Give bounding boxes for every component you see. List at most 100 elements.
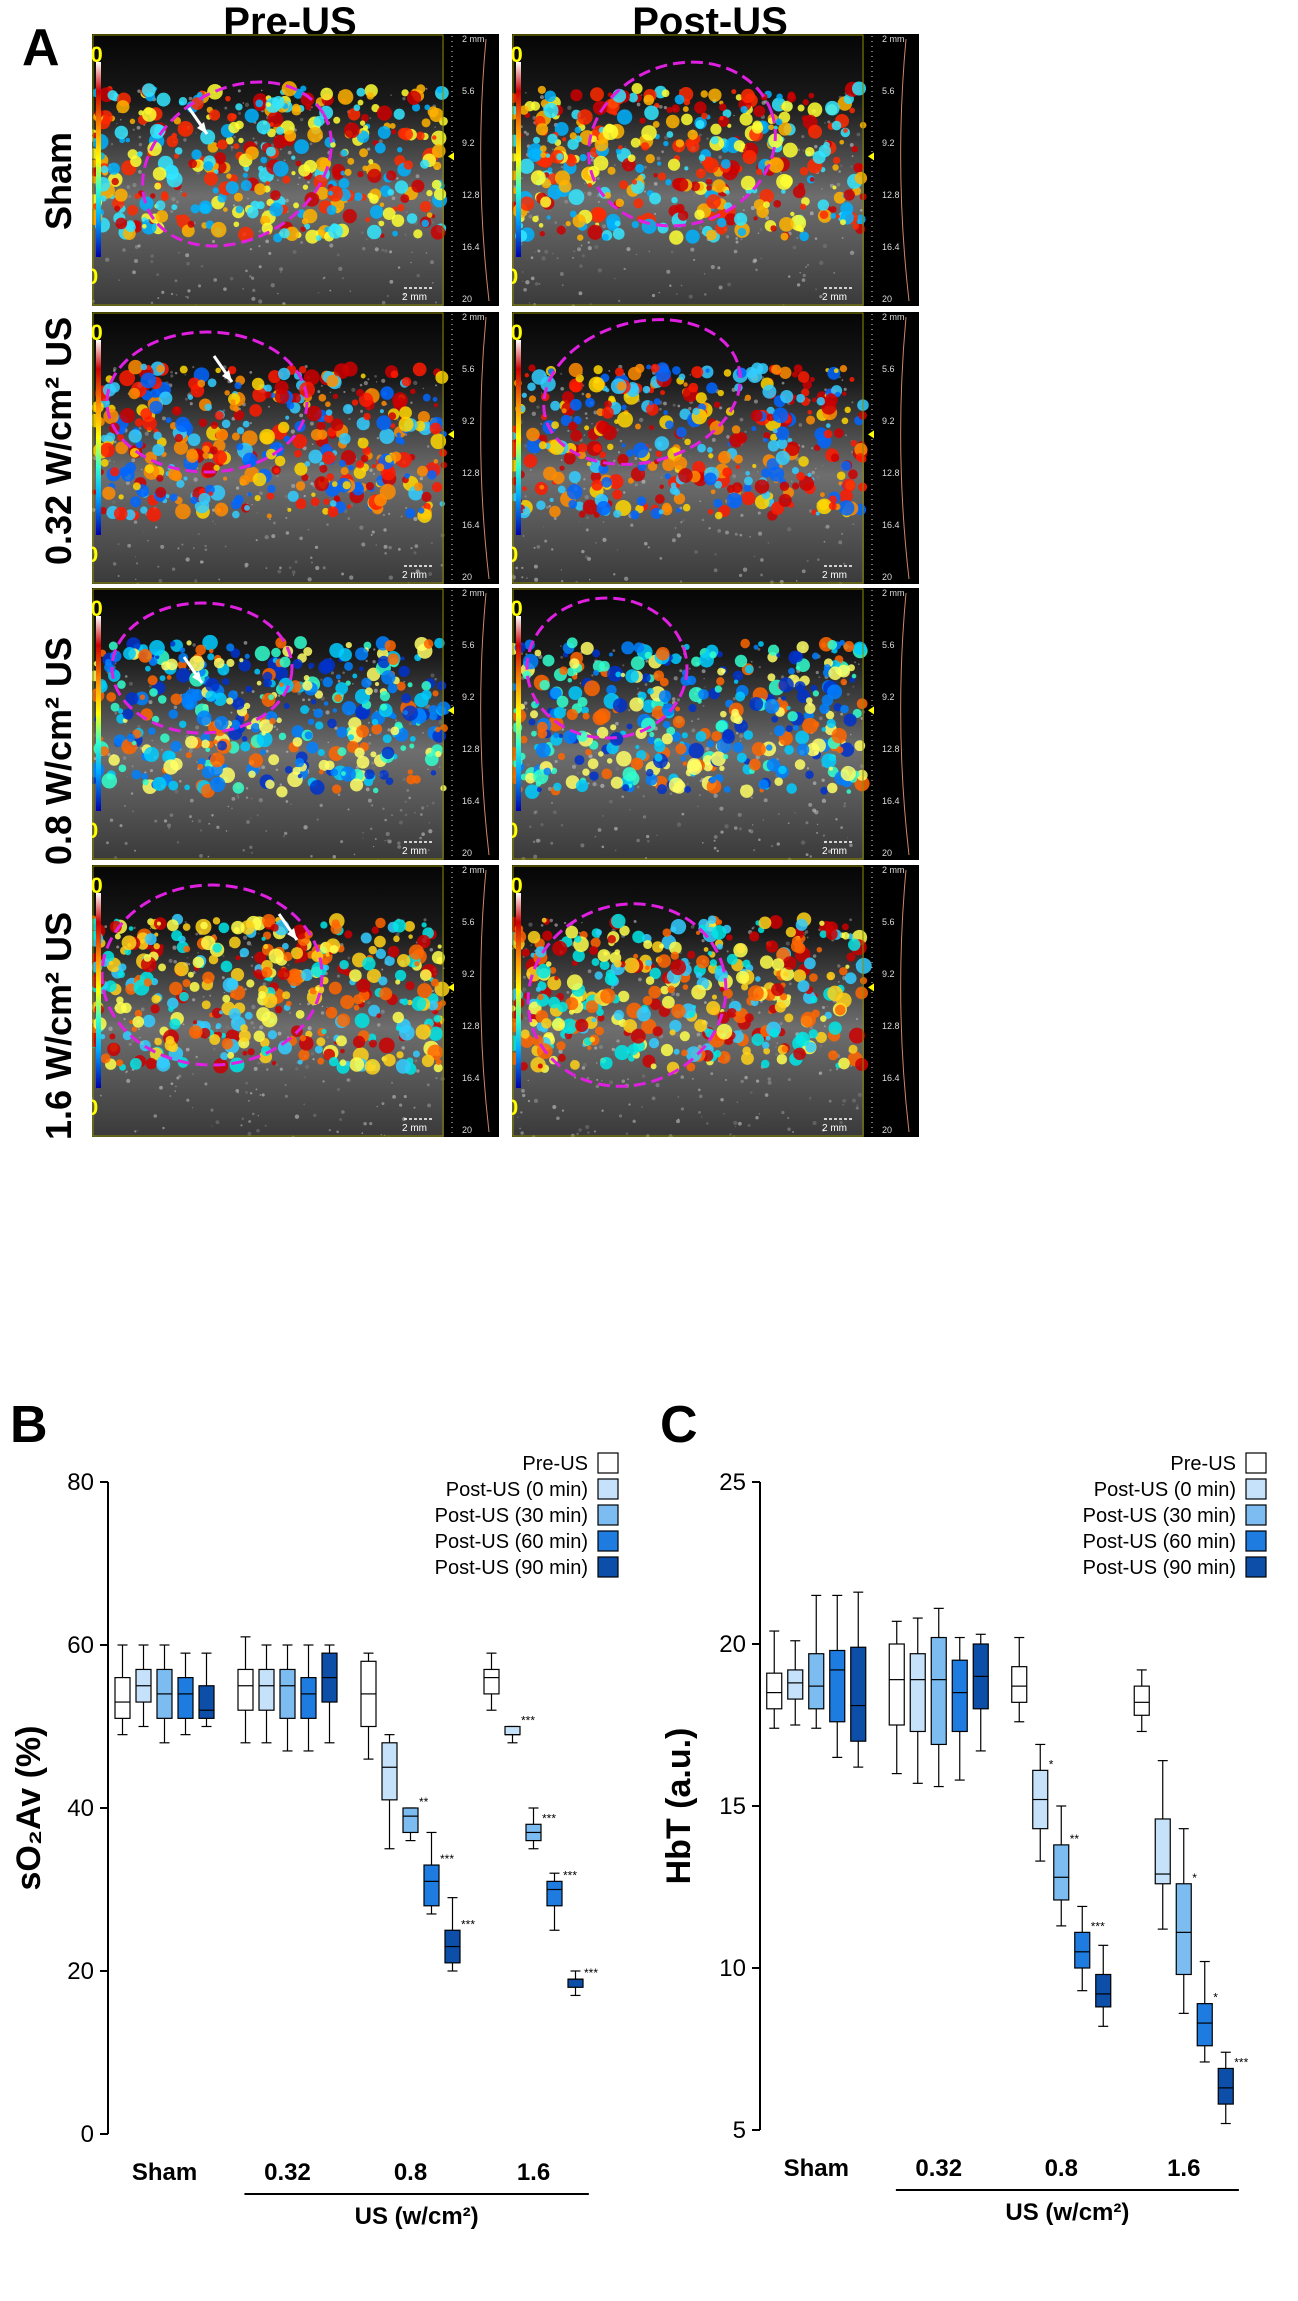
legend-label: Pre-US bbox=[522, 1453, 588, 1475]
depth-tick: 9.2 bbox=[882, 969, 895, 979]
depth-tick: 12.8 bbox=[882, 468, 900, 478]
legend-label: Post-US (30 min) bbox=[1083, 1505, 1236, 1527]
box bbox=[237, 1668, 254, 1711]
box bbox=[1074, 1931, 1091, 1969]
y-tick-label: 20 bbox=[719, 1631, 746, 1658]
y-tick-label: 5 bbox=[733, 2117, 746, 2144]
depth-tick: 20 bbox=[882, 848, 892, 858]
panel-c-label: C bbox=[660, 1396, 698, 1454]
group-label: 1.6 bbox=[1167, 2155, 1200, 2182]
box bbox=[909, 1653, 926, 1733]
legend-label: Post-US (0 min) bbox=[1094, 1479, 1236, 1501]
legend-swatch bbox=[1245, 1452, 1267, 1474]
x-axis-label: US (w/cm²) bbox=[1005, 2199, 1129, 2226]
us-image-16-pre: 100 0 2 mm 5.6 9.2 12.8 16.4 20 2 mm bbox=[92, 865, 499, 1137]
depth-tick: 12.8 bbox=[882, 1021, 900, 1031]
significance-label: *** bbox=[584, 1966, 598, 1980]
y-tick-label: 60 bbox=[67, 1632, 94, 1659]
depth-tick: 16.4 bbox=[462, 1073, 480, 1083]
row-label-sham: Sham bbox=[38, 131, 79, 230]
us-image-08-post: 100 0 2 mm 5.6 9.2 12.8 16.4 20 2 mm bbox=[512, 588, 919, 860]
depth-tick: 16.4 bbox=[462, 242, 480, 252]
depth-tick: 2 mm bbox=[462, 312, 485, 322]
box bbox=[829, 1649, 846, 1723]
us-image-032-pre: 100 0 2 mm 5.6 9.2 12.8 16.4 20 2 mm bbox=[92, 312, 499, 584]
depth-tick: 12.8 bbox=[462, 468, 480, 478]
x-axis-label: US (w/cm²) bbox=[355, 2203, 479, 2230]
depth-tick: 2 mm bbox=[882, 312, 905, 322]
depth-tick: 12.8 bbox=[882, 744, 900, 754]
row-label-032: 0.32 W/cm² US bbox=[38, 316, 79, 565]
colorbar-max-label: 100 bbox=[92, 320, 103, 345]
depth-tick: 2 mm bbox=[882, 34, 905, 44]
y-axis-label: HbT (a.u.) bbox=[660, 1728, 698, 1885]
legend-swatch bbox=[597, 1452, 619, 1474]
us-image-sham-pre: 100 0 2 mm 5.6 9.2 12.8 16.4 20 2 mm bbox=[92, 34, 499, 306]
depth-tick: 20 bbox=[462, 848, 472, 858]
scale-bar-label: 2 mm bbox=[402, 292, 427, 303]
box bbox=[888, 1643, 905, 1726]
colorbar-min-label: 0 bbox=[92, 264, 98, 289]
colorbar-max-label: 100 bbox=[92, 596, 103, 621]
box bbox=[1217, 2067, 1234, 2105]
chart-c: 5 10 15 20 25 HbT (a.u.) Sham 0.32 * ** *** 0.8 * * **… bbox=[650, 1390, 1295, 2295]
depth-tick: 5.6 bbox=[462, 364, 475, 374]
box bbox=[423, 1864, 440, 1907]
y-axis-label: sO₂Av (%) bbox=[10, 1726, 48, 1891]
colorbar-min-label: 0 bbox=[92, 542, 98, 567]
colorbar-min-label: 0 bbox=[512, 1095, 518, 1120]
box bbox=[951, 1659, 968, 1733]
depth-tick: 2 mm bbox=[882, 588, 905, 598]
depth-tick: 5.6 bbox=[882, 86, 895, 96]
depth-tick: 2 mm bbox=[462, 865, 485, 875]
legend-label: Post-US (0 min) bbox=[446, 1479, 588, 1501]
box bbox=[483, 1668, 500, 1695]
depth-tick: 20 bbox=[462, 1125, 472, 1135]
legend-swatch bbox=[597, 1556, 619, 1578]
depth-tick: 9.2 bbox=[882, 416, 895, 426]
legend-label: Post-US (90 min) bbox=[1083, 1557, 1236, 1579]
significance-label: *** bbox=[461, 1917, 475, 1931]
depth-tick: 9.2 bbox=[462, 138, 475, 148]
box bbox=[930, 1636, 947, 1746]
group-label: 0.8 bbox=[1045, 2155, 1078, 2182]
box bbox=[258, 1668, 275, 1711]
depth-tick: 12.8 bbox=[462, 744, 480, 754]
depth-tick: 16.4 bbox=[882, 796, 900, 806]
group-label: 1.6 bbox=[517, 2159, 550, 2186]
colorbar-max-label: 100 bbox=[512, 873, 523, 898]
y-tick-label: 10 bbox=[719, 1955, 746, 1982]
scale-bar-label: 2 mm bbox=[402, 1123, 427, 1134]
significance-label: *** bbox=[542, 1811, 556, 1825]
significance-label: *** bbox=[1091, 1919, 1105, 1933]
depth-tick: 16.4 bbox=[882, 242, 900, 252]
depth-tick: 5.6 bbox=[462, 640, 475, 650]
box bbox=[1133, 1685, 1150, 1716]
box bbox=[850, 1646, 867, 1742]
significance-label: * bbox=[1192, 1871, 1197, 1885]
colorbar-min-label: 0 bbox=[92, 818, 98, 843]
us-image-08-pre: 100 0 2 mm 5.6 9.2 12.8 16.4 20 2 mm bbox=[92, 588, 499, 860]
colorbar-min-label: 0 bbox=[512, 542, 518, 567]
legend-label: Post-US (60 min) bbox=[435, 1531, 588, 1553]
us-image-032-post: 100 0 2 mm 5.6 9.2 12.8 16.4 20 2 mm bbox=[512, 312, 919, 584]
legend-swatch bbox=[1245, 1530, 1267, 1552]
box bbox=[1175, 1883, 1192, 1976]
group-label: 0.32 bbox=[264, 2159, 311, 2186]
group-label: Sham bbox=[132, 2159, 197, 2186]
box bbox=[766, 1672, 783, 1710]
depth-tick: 9.2 bbox=[882, 138, 895, 148]
legend-swatch bbox=[1245, 1556, 1267, 1578]
depth-tick: 20 bbox=[462, 294, 472, 304]
colorbar-min-label: 0 bbox=[92, 1095, 98, 1120]
y-tick-label: 40 bbox=[67, 1795, 94, 1822]
box bbox=[546, 1880, 563, 1907]
depth-tick: 9.2 bbox=[882, 692, 895, 702]
y-tick-label: 25 bbox=[719, 1469, 746, 1496]
box bbox=[1053, 1844, 1070, 1901]
colorbar-min-label: 0 bbox=[512, 818, 518, 843]
scale-bar-label: 2 mm bbox=[822, 292, 847, 303]
depth-tick: 9.2 bbox=[462, 692, 475, 702]
colorbar-min-label: 0 bbox=[512, 264, 518, 289]
depth-tick: 16.4 bbox=[882, 1073, 900, 1083]
